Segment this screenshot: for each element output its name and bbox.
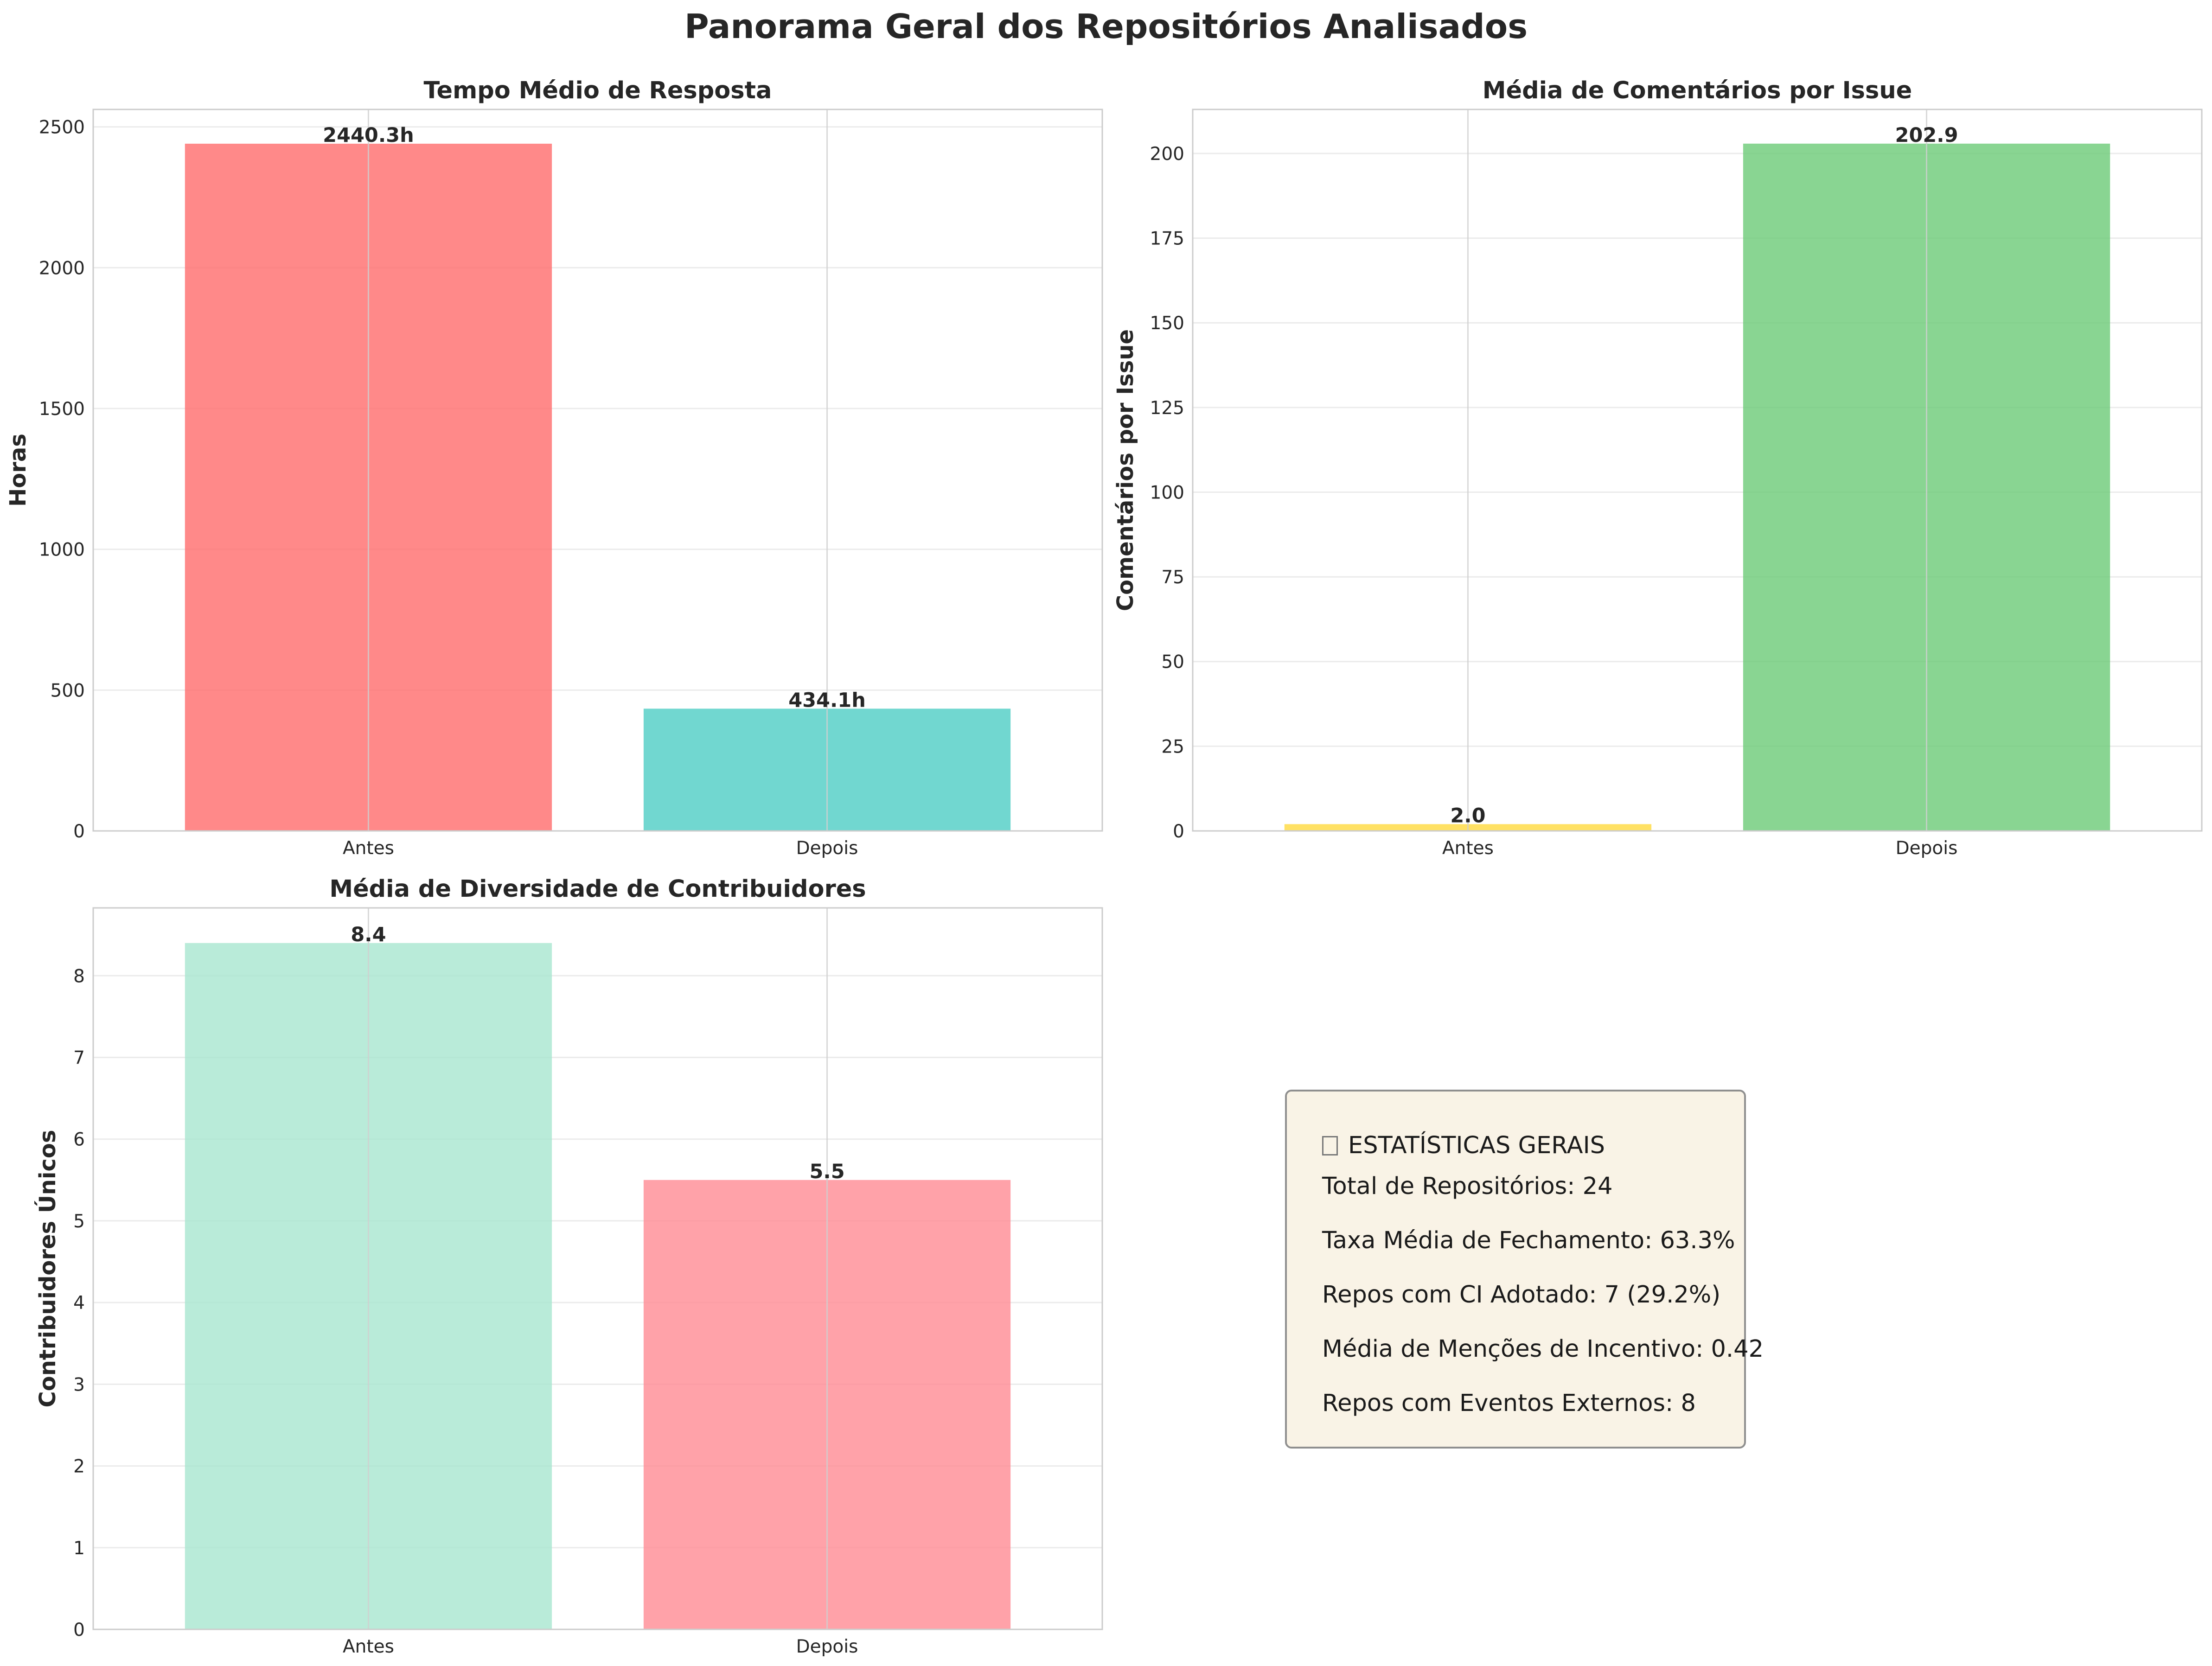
comments-per-issue-chart: 0 25 50 75 100 125 150 175 200 Antes Depois 2.0 202.… xyxy=(1112,77,2203,859)
bar-value-label: 2440.3h xyxy=(323,124,414,147)
comments-title: Média de Comentários por Issue xyxy=(1483,77,1912,104)
stat-total-repos: Total de Repositórios: 24 xyxy=(1322,1173,1613,1200)
y-tick-label: 5 xyxy=(73,1211,85,1232)
x-tick-label: Depois xyxy=(1896,838,1958,859)
y-tick-label: 4 xyxy=(73,1293,85,1314)
y-tick-label: 150 xyxy=(1150,313,1184,334)
stat-external-events: Repos com Eventos Externos: 8 xyxy=(1322,1390,1696,1417)
stat-closure-rate: Taxa Média de Fechamento: 63.3% xyxy=(1322,1227,1735,1254)
contributors-frame xyxy=(92,907,1103,1630)
x-tick-label: Antes xyxy=(1442,838,1494,859)
x-tick-label: Depois xyxy=(796,1636,858,1657)
y-tick-label: 0 xyxy=(73,821,85,842)
bar-value-label: 8.4 xyxy=(351,923,386,946)
y-tick-label: 2500 xyxy=(39,117,85,138)
y-tick-label: 0 xyxy=(1173,821,1184,842)
contributor-diversity-chart: 0 1 2 3 4 5 6 7 8 Antes Depois 8.4 5.5 Média de Diver… xyxy=(34,875,1103,1657)
y-tick-label: 1 xyxy=(73,1538,85,1559)
y-tick-label: 2 xyxy=(73,1456,85,1477)
stat-ci-repos: Repos com CI Adotado: 7 (29.2%) xyxy=(1322,1281,1721,1309)
y-tick-label: 2000 xyxy=(39,258,85,279)
contributors-y-axis-label: Contribuidores Únicos xyxy=(34,1130,61,1408)
bar-value-label: 202.9 xyxy=(1895,124,1958,147)
y-tick-label: 6 xyxy=(73,1130,85,1150)
y-tick-label: 75 xyxy=(1161,567,1184,588)
y-tick-label: 3 xyxy=(73,1374,85,1395)
y-tick-label: 0 xyxy=(73,1620,85,1640)
contributors-title: Média de Diversidade de Contribuidores xyxy=(329,875,866,903)
response-time-chart: 0 500 1000 1500 2000 2500 Antes Depois 2440.3h 43… xyxy=(5,77,1103,859)
y-tick-label: 7 xyxy=(73,1047,85,1068)
figure-title: Panorama Geral dos Repositórios Analisad… xyxy=(684,7,1528,46)
x-tick-label: Antes xyxy=(343,838,394,859)
bar-value-label: 2.0 xyxy=(1450,804,1485,827)
y-tick-label: 1000 xyxy=(39,540,85,561)
y-tick-label: 8 xyxy=(73,966,85,987)
y-tick-label: 1500 xyxy=(39,399,85,420)
response-time-title: Tempo Médio de Resposta xyxy=(424,77,772,104)
y-tick-label: 25 xyxy=(1161,736,1184,757)
y-tick-label: 175 xyxy=(1150,229,1184,249)
response-time-frame xyxy=(92,109,1103,832)
stats-heading: ESTATÍSTICAS GERAIS xyxy=(1348,1131,1605,1159)
bar-chart-icon xyxy=(1322,1136,1338,1155)
y-tick-label: 100 xyxy=(1150,482,1184,503)
stats-heading-row: ESTATÍSTICAS GERAIS xyxy=(1322,1118,1744,1173)
bar-value-label: 434.1h xyxy=(788,689,866,712)
comments-y-axis-label: Comentários por Issue xyxy=(1112,329,1138,611)
response-time-y-axis-label: Horas xyxy=(5,434,31,507)
general-stats-panel: ESTATÍSTICAS GERAIS Total de Repositório… xyxy=(1285,1090,1764,1449)
stat-incentive-mentions: Média de Menções de Incentivo: 0.42 xyxy=(1322,1335,1764,1363)
y-tick-label: 500 xyxy=(51,680,85,701)
x-tick-label: Depois xyxy=(796,838,858,859)
bar-value-label: 5.5 xyxy=(809,1160,844,1183)
x-tick-label: Antes xyxy=(343,1636,394,1657)
y-tick-label: 50 xyxy=(1161,652,1184,673)
comments-frame xyxy=(1192,109,2203,832)
y-tick-label: 200 xyxy=(1150,144,1184,165)
y-tick-label: 125 xyxy=(1150,398,1184,419)
